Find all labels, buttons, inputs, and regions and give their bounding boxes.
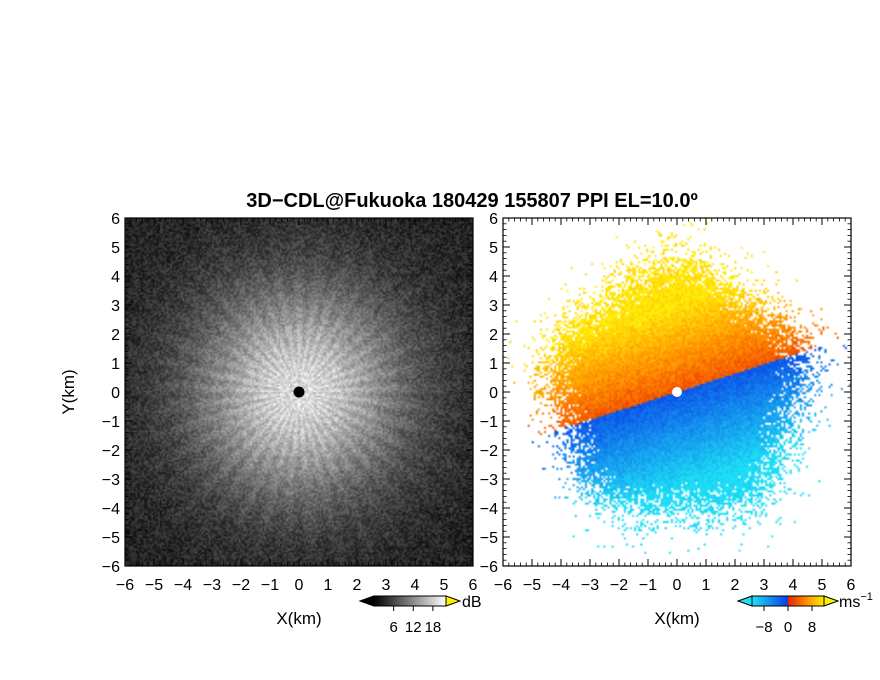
- right-colorbar-bar: [751, 595, 825, 607]
- right-colorbar-unit-exponent: −1: [860, 591, 873, 603]
- y-tick-label: −2: [102, 443, 120, 460]
- x-tick-label: 2: [353, 577, 362, 594]
- left-colorbar-ticks: 6 12 18: [389, 606, 441, 636]
- left-y-axis-title: Y(km): [59, 369, 78, 414]
- left-ticks: −6 −5 −4 −3 −2 −1 0 1 2 3 4 5 6 −6 −5 −4 −3 −2 −1 0 1 2 3 4 5 6: [102, 211, 478, 594]
- x-tick-label: 3: [760, 577, 769, 594]
- left-panel: −6 −5 −4 −3 −2 −1 0 1 2 3 4 5 6 −6 −5 −4 −3 −2 −1 0 1 2 3 4 5 6 X…: [59, 211, 478, 628]
- right-x-axis-title: X(km): [654, 609, 699, 628]
- right-colorbar-unit: ms−1: [839, 591, 873, 611]
- x-tick-label: −3: [581, 577, 599, 594]
- colorbar-tick-label: 6: [389, 619, 397, 636]
- y-tick-label: 5: [489, 240, 498, 257]
- x-tick-label: −5: [145, 577, 163, 594]
- y-tick-label: 4: [111, 269, 120, 286]
- x-tick-label: −4: [552, 577, 570, 594]
- left-colorbar-unit: dB: [462, 594, 482, 611]
- left-colorbar-bar: [373, 595, 447, 607]
- left-colorbar-arrow-high: [445, 595, 462, 607]
- x-tick-label: 3: [382, 577, 391, 594]
- colorbar-tick-label: 18: [425, 619, 442, 636]
- x-tick-label: −2: [232, 577, 250, 594]
- y-tick-label: 1: [489, 356, 498, 373]
- colorbar-tick-label: 12: [405, 619, 422, 636]
- x-tick-label: −6: [494, 577, 512, 594]
- y-tick-label: −3: [102, 472, 120, 489]
- figure-title: 3D−CDL@Fukuoka 180429 155807 PPI EL=10.0…: [246, 190, 698, 212]
- x-tick-label: 0: [673, 577, 682, 594]
- right-colorbar-unit-base: ms: [839, 594, 860, 611]
- y-tick-label: 6: [489, 211, 498, 228]
- y-tick-label: 1: [111, 356, 120, 373]
- y-tick-label: −1: [102, 414, 120, 431]
- x-tick-label: 6: [469, 577, 478, 594]
- y-tick-label: 3: [489, 298, 498, 315]
- y-tick-label: 6: [111, 211, 120, 228]
- colorbar-tick-label: 0: [784, 619, 792, 636]
- right-colorbar-arrow-low: [736, 595, 753, 607]
- right-panel: −6 −5 −4 −3 −2 −1 0 1 2 3 4 5 6 −6 −5 −4 −3 −2 −1 0 1 2 3 4 5 6 X…: [480, 211, 856, 628]
- x-tick-label: 2: [731, 577, 740, 594]
- y-tick-label: 0: [489, 385, 498, 402]
- left-colorbar-arrow-low: [358, 595, 375, 607]
- y-tick-label: −6: [480, 559, 498, 576]
- y-tick-label: 2: [111, 327, 120, 344]
- x-tick-label: 5: [818, 577, 827, 594]
- y-tick-label: −6: [102, 559, 120, 576]
- right-colorbar: −8 0 8 ms−1: [736, 591, 873, 636]
- x-tick-label: 1: [324, 577, 333, 594]
- y-tick-label: −5: [480, 530, 498, 547]
- right-center-marker: [672, 387, 682, 397]
- x-tick-label: −3: [203, 577, 221, 594]
- y-tick-label: −3: [480, 472, 498, 489]
- y-tick-label: 2: [489, 327, 498, 344]
- left-center-marker: [293, 386, 305, 398]
- x-tick-label: −1: [261, 577, 279, 594]
- colorbar-tick-label: 8: [808, 619, 816, 636]
- x-tick-label: −4: [174, 577, 192, 594]
- left-x-axis-title: X(km): [276, 609, 321, 628]
- x-tick-label: 6: [847, 577, 856, 594]
- right-ticks: −6 −5 −4 −3 −2 −1 0 1 2 3 4 5 6 −6 −5 −4 −3 −2 −1 0 1 2 3 4 5 6: [480, 211, 856, 594]
- right-colorbar-ticks: −8 0 8: [755, 606, 816, 636]
- y-tick-label: −4: [102, 501, 120, 518]
- y-tick-label: −1: [480, 414, 498, 431]
- x-tick-label: −6: [116, 577, 134, 594]
- x-tick-label: 1: [702, 577, 711, 594]
- x-tick-label: 4: [411, 577, 420, 594]
- x-tick-label: −1: [639, 577, 657, 594]
- right-colorbar-arrow-high: [823, 595, 840, 607]
- x-tick-label: 5: [440, 577, 449, 594]
- x-tick-label: −5: [523, 577, 541, 594]
- x-tick-label: 0: [295, 577, 304, 594]
- y-tick-label: −5: [102, 530, 120, 547]
- y-tick-label: 5: [111, 240, 120, 257]
- left-colorbar: 6 12 18 dB: [358, 594, 482, 636]
- x-tick-label: −2: [610, 577, 628, 594]
- y-tick-label: −4: [480, 501, 498, 518]
- y-tick-label: −2: [480, 443, 498, 460]
- x-tick-label: 4: [789, 577, 798, 594]
- y-tick-label: 3: [111, 298, 120, 315]
- y-tick-label: 0: [111, 385, 120, 402]
- colorbar-tick-label: −8: [755, 619, 772, 636]
- y-tick-label: 4: [489, 269, 498, 286]
